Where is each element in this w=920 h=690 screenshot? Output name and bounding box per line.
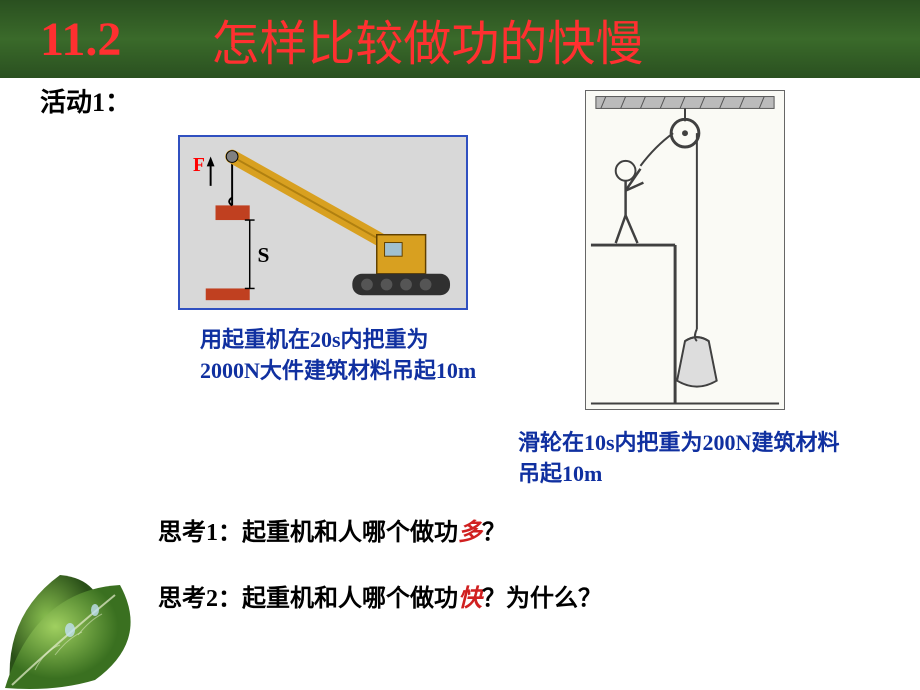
force-arrow-head <box>207 157 215 167</box>
pulley-figure <box>585 90 785 410</box>
title-bar: 11.2 怎样比较做功的快慢 <box>0 0 920 78</box>
q2-highlight: 快 <box>458 586 482 612</box>
force-label: F <box>193 155 205 176</box>
person-leg1 <box>616 215 626 243</box>
title-text: 怎样比较做功的快慢 <box>211 4 643 74</box>
crane-diagram: F S <box>180 137 466 308</box>
leaf-decoration-icon <box>0 520 170 690</box>
rope-left <box>640 133 673 166</box>
pulley-caption: 滑轮在10s内把重为200N建筑材料吊起10m <box>518 428 858 490</box>
section-number: 11.2 <box>40 12 121 67</box>
question-1: 思考1：起重机和人哪个做功多？ <box>158 512 506 547</box>
distance-label: S <box>258 243 270 267</box>
ground-material <box>206 288 250 300</box>
q1-prefix: 思考1：起重机和人哪个做功 <box>158 520 458 546</box>
person-leg2 <box>626 215 638 243</box>
crane-figure: F S <box>178 135 468 310</box>
water-drop-icon <box>91 604 99 616</box>
cabin-window <box>385 243 403 257</box>
boom-pulley-icon <box>226 151 238 163</box>
q1-suffix: ？ <box>482 520 506 546</box>
question-2: 思考2：起重机和人哪个做功快？为什么？ <box>158 578 602 613</box>
crane-caption: 用起重机在20s内把重为2000N大件建筑材料吊起10m <box>200 325 480 387</box>
activity-label: 活动1： <box>40 85 131 121</box>
lifted-material <box>216 205 250 220</box>
person-head <box>616 161 636 181</box>
q2-suffix: ？为什么？ <box>482 586 602 612</box>
q1-highlight: 多 <box>458 520 482 546</box>
water-drop-icon <box>65 623 75 637</box>
pulley-diagram <box>586 91 784 409</box>
q2-prefix: 思考2：起重机和人哪个做功 <box>158 586 458 612</box>
